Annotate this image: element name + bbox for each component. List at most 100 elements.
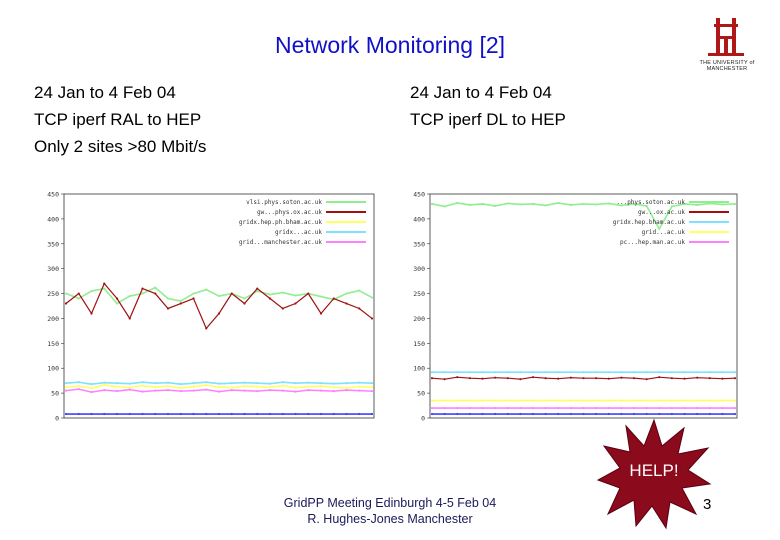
help-label: HELP! xyxy=(629,461,678,480)
data-point xyxy=(595,412,598,416)
data-point xyxy=(708,406,711,410)
data-point xyxy=(281,389,284,392)
data-point xyxy=(481,399,484,402)
legend-label: grid...manchester.ac.uk xyxy=(239,239,322,246)
data-point xyxy=(179,299,182,303)
data-point xyxy=(230,389,233,392)
y-tick-label: 350 xyxy=(413,240,425,248)
data-point xyxy=(103,412,106,416)
chart-ral-to-hep: 450 400 350 300 250 200 150 100 50 0 vlsi.phys.sot… xyxy=(47,191,375,423)
data-point xyxy=(307,385,310,388)
data-point xyxy=(544,412,547,416)
page-number: 3 xyxy=(703,496,712,513)
data-point xyxy=(90,412,93,416)
y-tick-label: 450 xyxy=(47,191,59,199)
data-point xyxy=(141,287,144,290)
data-point xyxy=(115,412,119,416)
data-point xyxy=(77,292,80,295)
data-point xyxy=(506,406,509,410)
right-caption-line1: 24 Jan to 4 Feb 04 xyxy=(410,83,552,102)
data-point xyxy=(645,412,648,416)
data-point xyxy=(154,286,157,289)
legend-label: ...phys.soton.ac.uk xyxy=(616,199,685,206)
data-point xyxy=(708,377,711,380)
data-point xyxy=(256,390,259,393)
y-tick-label: 0 xyxy=(421,415,425,423)
data-point xyxy=(645,399,648,402)
data-point xyxy=(683,406,686,410)
data-point xyxy=(696,399,699,402)
data-point xyxy=(557,406,560,410)
data-point xyxy=(506,412,509,416)
data-point xyxy=(141,384,144,387)
data-point xyxy=(683,412,686,416)
legend-label: gw...ox.ac.uk xyxy=(638,209,685,216)
data-point xyxy=(494,204,497,208)
data-point xyxy=(154,382,157,385)
data-point xyxy=(494,376,497,379)
data-point xyxy=(733,377,737,380)
data-point xyxy=(670,371,673,374)
data-point xyxy=(506,399,509,402)
y-tick-label: 0 xyxy=(55,415,59,423)
data-point xyxy=(128,294,131,298)
data-point xyxy=(620,399,623,402)
data-point xyxy=(683,371,686,374)
left-caption: 24 Jan to 4 Feb 04 TCP iperf RAL to HEP … xyxy=(34,79,206,160)
data-point xyxy=(345,412,348,416)
data-point xyxy=(721,203,724,206)
data-point xyxy=(358,307,361,310)
data-point xyxy=(658,371,661,374)
data-point xyxy=(569,203,572,207)
data-point xyxy=(519,406,522,410)
data-point xyxy=(620,406,623,410)
data-point xyxy=(519,203,522,206)
footer: GridPP Meeting Edinburgh 4-5 Feb 04 R. H… xyxy=(232,495,548,527)
data-point xyxy=(670,399,673,402)
data-point xyxy=(721,399,724,402)
data-point xyxy=(721,371,724,374)
data-point xyxy=(632,377,636,380)
data-point xyxy=(319,412,323,416)
data-point xyxy=(430,399,434,402)
plot-area xyxy=(429,193,738,419)
data-point xyxy=(721,406,724,410)
data-point xyxy=(481,371,484,374)
data-point xyxy=(115,297,119,300)
data-point xyxy=(544,371,547,374)
data-point xyxy=(582,399,585,402)
data-point xyxy=(192,297,195,300)
data-point xyxy=(582,406,585,410)
data-point xyxy=(332,390,335,393)
data-point xyxy=(128,317,131,320)
data-point xyxy=(179,383,182,386)
data-point xyxy=(620,412,623,416)
data-point xyxy=(370,317,374,320)
data-point xyxy=(607,412,610,416)
data-point xyxy=(708,399,711,402)
data-point xyxy=(358,289,361,292)
data-point xyxy=(166,389,170,392)
data-point xyxy=(345,292,348,295)
data-point xyxy=(294,294,297,297)
data-point xyxy=(632,202,636,206)
footer-line2: R. Hughes-Jones Manchester xyxy=(307,512,473,526)
data-point xyxy=(443,378,446,381)
data-point xyxy=(154,292,157,295)
data-point xyxy=(128,382,131,385)
y-tick-label: 100 xyxy=(413,365,425,373)
data-point xyxy=(268,389,272,392)
data-point xyxy=(205,288,208,291)
data-point xyxy=(90,391,93,394)
data-point xyxy=(696,412,699,416)
data-point xyxy=(141,292,144,295)
data-point xyxy=(370,412,374,416)
data-point xyxy=(230,382,233,385)
data-point xyxy=(670,406,673,410)
y-tick-label: 400 xyxy=(413,215,425,223)
data-point xyxy=(658,227,661,230)
data-point xyxy=(370,382,374,385)
data-point xyxy=(103,287,106,290)
data-point xyxy=(607,406,610,410)
data-point xyxy=(430,371,434,374)
